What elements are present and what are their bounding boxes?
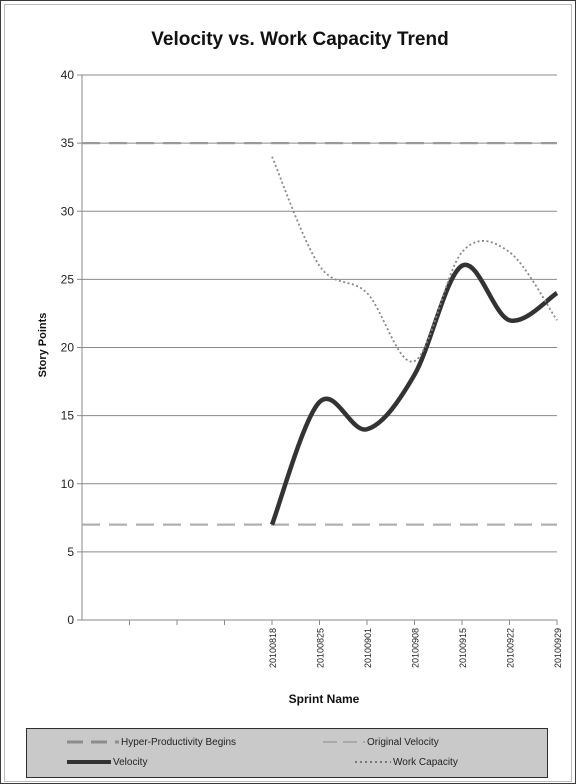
x-tick-label-20100818: 20100818 [268, 628, 278, 668]
y-tick-label-30: 30 [61, 204, 75, 218]
legend-item-original-velocity: Original Velocity [323, 733, 439, 751]
y-tick-label-15: 15 [61, 409, 75, 423]
legend-label-velocity: Velocity [113, 756, 148, 768]
legend-swatch-hyper-productivity [67, 740, 119, 744]
x-tick-labels: 20100818 20100825 20100901 20100908 20100915… [268, 628, 563, 668]
y-tick-labels: 0 5 10 15 20 25 30 35 40 [61, 68, 75, 627]
legend-item-work-capacity: Work Capacity [355, 753, 458, 771]
x-tick-label-20100915: 20100915 [458, 628, 468, 668]
y-tick-label-0: 0 [67, 613, 74, 627]
legend-label-hyper-productivity: Hyper-Productivity Begins [121, 736, 237, 748]
x-tick-label-20100929: 20100929 [553, 628, 563, 668]
grid-layer [77, 74, 558, 625]
x-tick-label-20100825: 20100825 [316, 628, 326, 668]
y-axis-label: Story Points [37, 313, 49, 378]
y-tick-label-5: 5 [67, 545, 74, 559]
x-tick-label-20100901: 20100901 [363, 628, 373, 668]
legend: Hyper-Productivity Begins Original Veloc… [26, 728, 548, 778]
y-tick-label-25: 25 [61, 272, 75, 286]
x-axis-label: Sprint Name [289, 692, 360, 706]
legend-label-work-capacity: Work Capacity [393, 756, 458, 768]
series-line-velocity [269, 262, 559, 526]
legend-item-velocity: Velocity [67, 753, 147, 771]
y-tick-label-20: 20 [61, 341, 75, 355]
x-tick-label-20100922: 20100922 [506, 628, 516, 668]
series-layer [82, 142, 559, 526]
chart-inner-border [4, 4, 572, 782]
series-line-work-capacity [271, 156, 558, 363]
legend-item-hyper-productivity: Hyper-Productivity Begins [67, 733, 236, 751]
legend-swatch-work-capacity [355, 761, 391, 763]
y-tick-label-10: 10 [61, 477, 75, 491]
x-tick-label-20100908: 20100908 [411, 628, 421, 668]
chart-title: Velocity vs. Work Capacity Trend [151, 29, 448, 50]
legend-swatch-velocity [67, 760, 111, 764]
y-tick-label-40: 40 [61, 68, 75, 82]
legend-swatch-original-velocity [323, 741, 365, 743]
y-tick-label-35: 35 [61, 136, 75, 150]
legend-label-original-velocity: Original Velocity [367, 736, 439, 748]
